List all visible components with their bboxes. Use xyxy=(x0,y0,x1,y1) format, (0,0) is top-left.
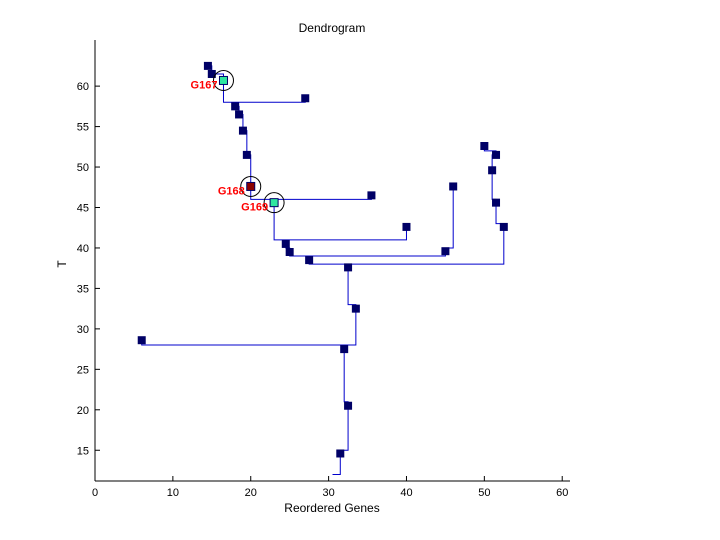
cluster-node xyxy=(235,110,244,119)
cluster-node xyxy=(137,336,146,345)
x-tick-label: 20 xyxy=(245,487,257,499)
cluster-node xyxy=(499,222,508,231)
cluster-node xyxy=(441,247,450,256)
cluster-node xyxy=(242,150,251,159)
highlight-labels: G167 G168 G169 xyxy=(191,79,269,213)
dendrogram-link xyxy=(273,202,407,241)
chart-title: Dendrogram xyxy=(299,21,366,35)
x-tick-label: 0 xyxy=(92,487,98,499)
cluster-node xyxy=(238,126,247,135)
cluster-node xyxy=(301,94,310,103)
cluster-node xyxy=(285,248,294,257)
gene-label: G168 xyxy=(218,185,245,197)
y-tick-label: 50 xyxy=(77,162,89,174)
cluster-node xyxy=(281,239,290,248)
cluster-node xyxy=(203,61,212,70)
y-tick-label: 35 xyxy=(77,283,89,295)
y-tick-label: 60 xyxy=(77,81,89,93)
cluster-node xyxy=(492,198,501,207)
cluster-node xyxy=(207,69,216,78)
cluster-node xyxy=(231,102,240,111)
y-tick-label: 45 xyxy=(77,202,89,214)
y-tick-label: 20 xyxy=(77,405,89,417)
highlighted-gene-node xyxy=(218,75,228,85)
y-tick-label: 40 xyxy=(77,243,89,255)
x-axis-label: Reordered Genes xyxy=(284,501,379,515)
x-tick-label: 30 xyxy=(322,487,334,499)
cluster-node xyxy=(492,150,501,159)
x-tick-label: 10 xyxy=(167,487,179,499)
x-tick-label: 40 xyxy=(400,487,412,499)
cluster-node xyxy=(449,182,458,191)
y-tick-label: 30 xyxy=(77,324,89,336)
gene-label: G169 xyxy=(241,202,268,214)
highlighted-gene-node xyxy=(246,181,256,191)
cluster-node xyxy=(367,191,376,200)
dendrogram-link xyxy=(332,453,341,476)
dendrogram-nodes xyxy=(137,61,508,458)
y-tick-label: 15 xyxy=(77,445,89,457)
cluster-node xyxy=(480,142,489,151)
cluster-node xyxy=(336,449,345,458)
cluster-node xyxy=(344,263,353,272)
cluster-node xyxy=(402,222,411,231)
highlight-ring xyxy=(212,69,234,91)
cluster-node xyxy=(340,345,349,354)
gene-label: G167 xyxy=(191,79,218,91)
cluster-node xyxy=(344,401,353,410)
x-ticks: 0 10 20 30 40 50 60 xyxy=(92,476,568,499)
y-tick-label: 55 xyxy=(77,122,89,134)
y-ticks: 15 20 25 30 35 40 45 50 55 60 xyxy=(77,81,100,457)
cluster-node xyxy=(305,256,314,265)
cluster-node xyxy=(351,304,360,313)
x-tick-label: 60 xyxy=(556,487,568,499)
y-axis-label: T xyxy=(55,260,69,268)
highlight-ring xyxy=(263,192,285,214)
x-tick-label: 50 xyxy=(478,487,490,499)
highlight-ring xyxy=(240,175,262,197)
highlighted-gene-node xyxy=(269,198,279,208)
cluster-node xyxy=(488,166,497,175)
y-tick-label: 25 xyxy=(77,364,89,376)
